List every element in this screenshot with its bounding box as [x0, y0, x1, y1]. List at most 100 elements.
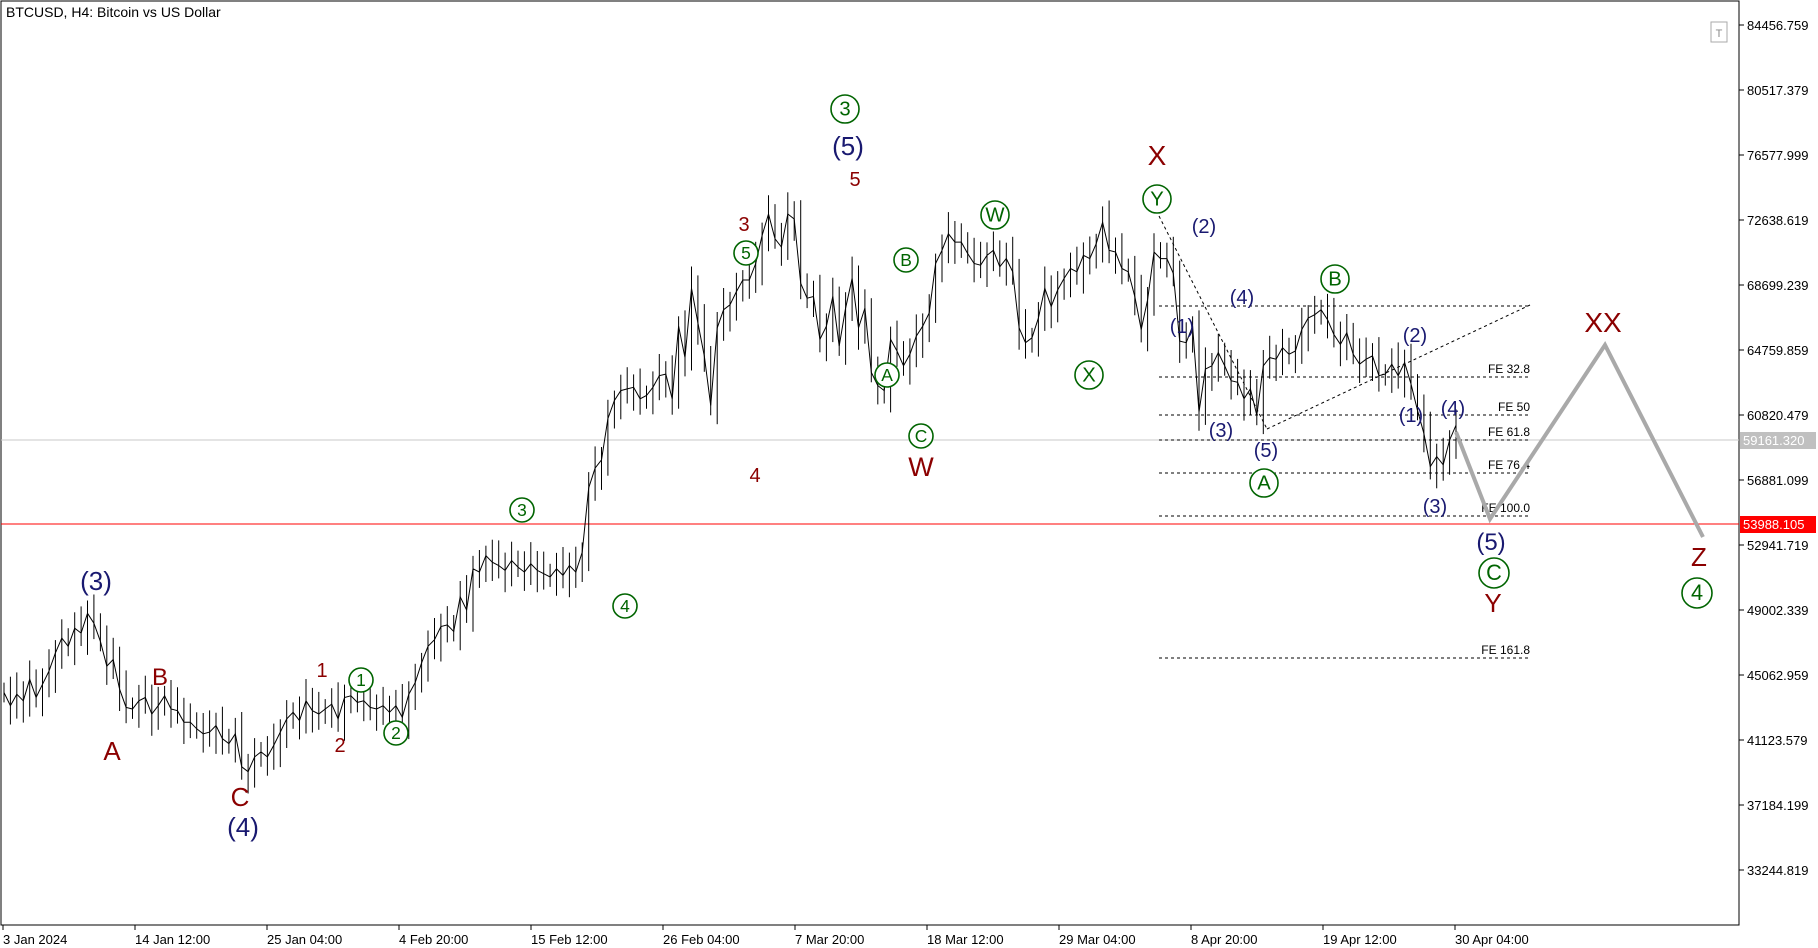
- wave-label: (1): [1170, 316, 1194, 338]
- wave-label-circled: 4: [1681, 577, 1713, 609]
- wave-label: Y: [1484, 588, 1501, 618]
- y-tick-label: 76577.999: [1747, 148, 1808, 163]
- y-tick-label: 68699.239: [1747, 278, 1808, 293]
- wave-label-circled: 5: [733, 240, 759, 266]
- y-tick-label: 49002.339: [1747, 603, 1808, 618]
- svg-text:X: X: [1082, 365, 1096, 387]
- wave-label-circled: B: [893, 247, 919, 273]
- svg-text:B: B: [900, 250, 912, 270]
- x-tick-label: 7 Mar 20:00: [795, 932, 864, 947]
- wave-label: X: [1148, 140, 1167, 171]
- svg-text:A: A: [881, 365, 893, 385]
- svg-text:C: C: [915, 426, 928, 446]
- wave-label: (3): [1209, 420, 1233, 442]
- wave-label: XX: [1584, 307, 1622, 338]
- svg-text:A: A: [1257, 473, 1271, 495]
- x-tick-label: 25 Jan 04:00: [267, 932, 342, 947]
- wave-label: (5): [1254, 440, 1278, 462]
- current-price-text: 59161.320: [1743, 433, 1804, 448]
- x-tick-label: 19 Apr 12:00: [1323, 932, 1397, 947]
- fib-level-label: FE 50: [1498, 400, 1530, 414]
- wave-label-circled: A: [1249, 468, 1279, 498]
- svg-text:1: 1: [356, 670, 366, 690]
- wave-label: 1: [316, 660, 327, 682]
- wave-label: (2): [1192, 216, 1216, 238]
- wave-labels: ABC12345WXYXXZ(3)(4)(5)(1)(2)(3)(4)(5)(2…: [80, 94, 1713, 842]
- x-tick-label: 4 Feb 20:00: [399, 932, 468, 947]
- y-tick-label: 84456.759: [1747, 18, 1808, 33]
- fib-level-label: FE 161.8: [1481, 643, 1530, 657]
- chart-corner-button[interactable]: T: [1710, 21, 1728, 43]
- x-tick-label: 18 Mar 12:00: [927, 932, 1004, 947]
- current-price-tag: 59161.320: [1740, 432, 1816, 449]
- wave-label: C: [231, 782, 250, 812]
- svg-text:B: B: [1328, 269, 1342, 291]
- wave-label: (3): [80, 566, 112, 596]
- svg-text:5: 5: [741, 243, 751, 263]
- wave-label: B: [152, 664, 168, 691]
- y-tick-label: 37184.199: [1747, 798, 1808, 813]
- price-series: [3, 192, 1457, 794]
- wave-label: 5: [849, 169, 860, 191]
- support-price-tag: 53988.105: [1740, 516, 1816, 533]
- wave-label-circled: A: [874, 362, 900, 388]
- price-axis: 84456.759 80517.379 76577.999 72638.619 6869…: [1739, 18, 1808, 878]
- svg-text:Y: Y: [1150, 189, 1164, 211]
- projection-path: [1454, 341, 1705, 538]
- chart-symbol-title: BTCUSD, H4: Bitcoin vs US Dollar: [6, 4, 221, 20]
- wave-label-circled: 4: [612, 593, 638, 619]
- wave-label: 4: [749, 465, 760, 487]
- wave-label: W: [908, 452, 934, 482]
- x-tick-label: 29 Mar 04:00: [1059, 932, 1136, 947]
- wave-label-circled: W: [980, 200, 1010, 230]
- y-tick-label: 80517.379: [1747, 83, 1808, 98]
- y-tick-label: 52941.719: [1747, 538, 1808, 553]
- wave-label-circled: 3: [509, 497, 535, 523]
- wave-label: (3): [1423, 496, 1447, 518]
- wave-label: (2): [1403, 325, 1427, 347]
- wave-label-circled: 1: [348, 667, 374, 693]
- wave-label-circled: X: [1074, 360, 1104, 390]
- plot-frame: [0, 0, 1740, 926]
- wave-label: (4): [227, 812, 259, 842]
- wave-label: (5): [1476, 529, 1505, 556]
- wave-label-circled: Y: [1142, 184, 1172, 214]
- svg-text:2: 2: [391, 723, 401, 743]
- wave-label-circled: 2: [383, 720, 409, 746]
- support-price-text: 53988.105: [1743, 517, 1804, 532]
- fib-level-label: FE 32.8: [1488, 362, 1530, 376]
- wave-label: (4): [1441, 398, 1465, 420]
- svg-text:4: 4: [620, 596, 630, 616]
- wave-label-circled: B: [1320, 264, 1350, 294]
- time-axis: 3 Jan 2024 14 Jan 12:00 25 Jan 04:00 4 Feb …: [2, 925, 1529, 947]
- y-tick-label: 33244.819: [1747, 863, 1808, 878]
- wave-label: (4): [1230, 287, 1254, 309]
- svg-text:W: W: [985, 205, 1005, 227]
- x-tick-label: 14 Jan 12:00: [135, 932, 210, 947]
- wave-label: (1): [1399, 405, 1423, 427]
- wave-label: 3: [738, 214, 749, 236]
- x-tick-label: 3 Jan 2024: [3, 932, 67, 947]
- wave-label: A: [103, 736, 121, 766]
- y-tick-label: 41123.579: [1747, 733, 1808, 748]
- wave-label-circled: C: [1478, 557, 1510, 589]
- x-tick-label: 8 Apr 20:00: [1191, 932, 1258, 947]
- y-tick-label: 72638.619: [1747, 213, 1808, 228]
- y-tick-label: 56881.099: [1747, 473, 1808, 488]
- trendline-dashed-1: [1158, 215, 1268, 430]
- y-tick-label: 60820.479: [1747, 408, 1808, 423]
- wave-label: (5): [832, 131, 864, 161]
- wave-label: 2: [334, 735, 345, 757]
- fib-level-label: FE 76.4: [1488, 458, 1530, 472]
- wave-label: Z: [1691, 542, 1707, 572]
- wave-label-circled: 3: [830, 94, 860, 124]
- svg-text:4: 4: [1691, 580, 1703, 605]
- x-tick-label: 30 Apr 04:00: [1455, 932, 1529, 947]
- fib-level-label: FE 61.8: [1488, 425, 1530, 439]
- price-line: [3, 212, 1457, 773]
- svg-text:3: 3: [839, 99, 850, 121]
- x-tick-label: 26 Feb 04:00: [663, 932, 740, 947]
- y-tick-label: 64759.859: [1747, 343, 1808, 358]
- x-tick-label: 15 Feb 12:00: [531, 932, 608, 947]
